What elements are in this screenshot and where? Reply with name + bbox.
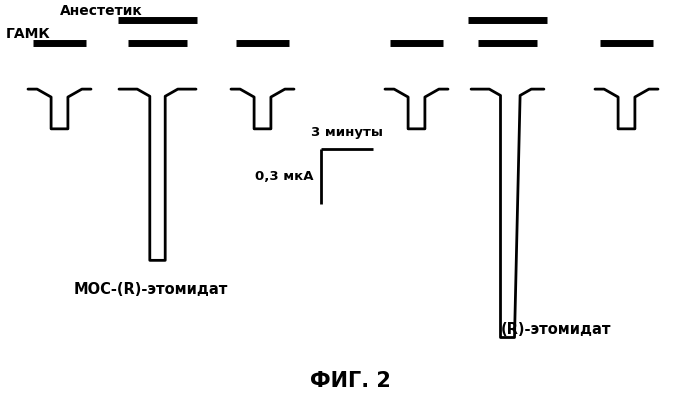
Text: ГАМК: ГАМК bbox=[6, 28, 50, 41]
Text: МОС-(R)-этомидат: МОС-(R)-этомидат bbox=[74, 282, 228, 297]
Text: 3 минуты: 3 минуты bbox=[311, 126, 383, 139]
Text: (R)-этомидат: (R)-этомидат bbox=[501, 322, 612, 336]
Text: 0,3 мкА: 0,3 мкА bbox=[255, 170, 314, 183]
Text: Анестетик: Анестетик bbox=[60, 4, 142, 18]
Text: ФИГ. 2: ФИГ. 2 bbox=[309, 371, 391, 391]
